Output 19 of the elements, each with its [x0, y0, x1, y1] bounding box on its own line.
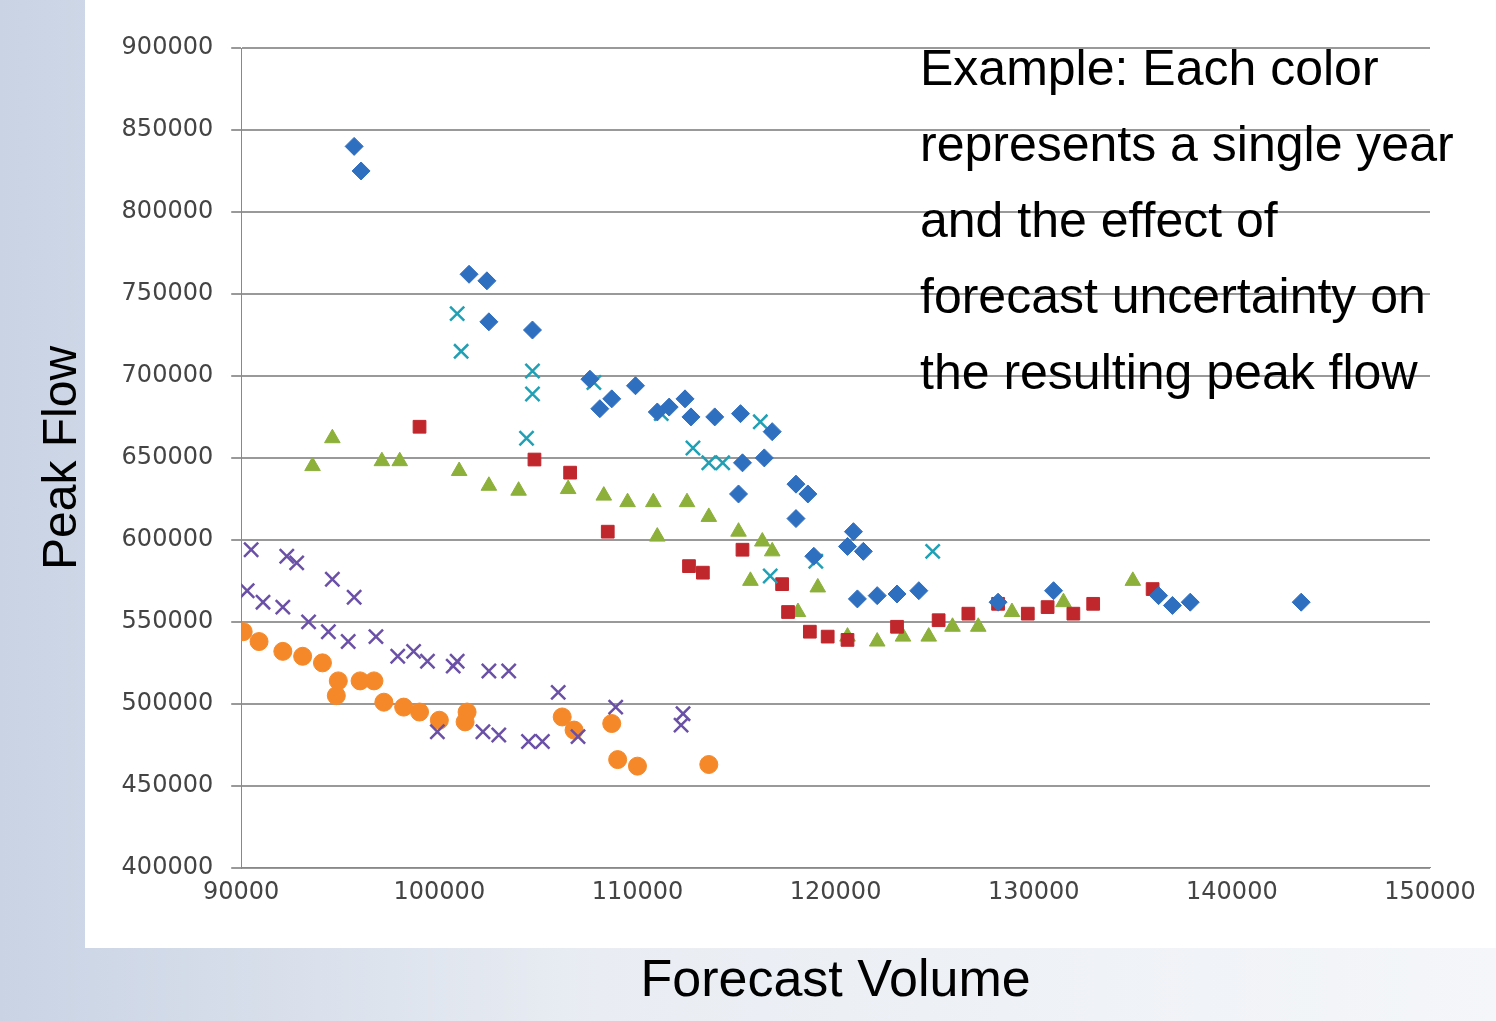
y-tick-label: 500000 [121, 688, 214, 717]
y-axis-title: Peak Flow [33, 345, 87, 570]
annotation: Example: Each color represents a single year and the effect of forecast uncertainty on the resulting peak flow [920, 39, 1455, 402]
x-tick-label: 120000 [789, 877, 882, 906]
x-tick-label: 150000 [1384, 877, 1476, 906]
x-tick-label: 130000 [987, 877, 1080, 906]
y-tick-label: 650000 [121, 442, 214, 471]
x-tick-label: 110000 [591, 877, 684, 906]
x-tick-label: 100000 [393, 877, 486, 906]
y-tick-label: 550000 [121, 606, 214, 635]
y-tick-label: 450000 [121, 770, 214, 799]
x-tick-label: 140000 [1186, 877, 1278, 906]
y-tick-label: 750000 [121, 278, 214, 307]
y-tick-label: 850000 [121, 114, 214, 143]
y-tick-label: 800000 [121, 196, 214, 225]
y-tick-label: 600000 [121, 524, 214, 553]
y-tick-label: 900000 [121, 32, 214, 61]
y-tick-label: 700000 [121, 360, 214, 389]
x-axis-title: Forecast Volume [640, 949, 1031, 1008]
